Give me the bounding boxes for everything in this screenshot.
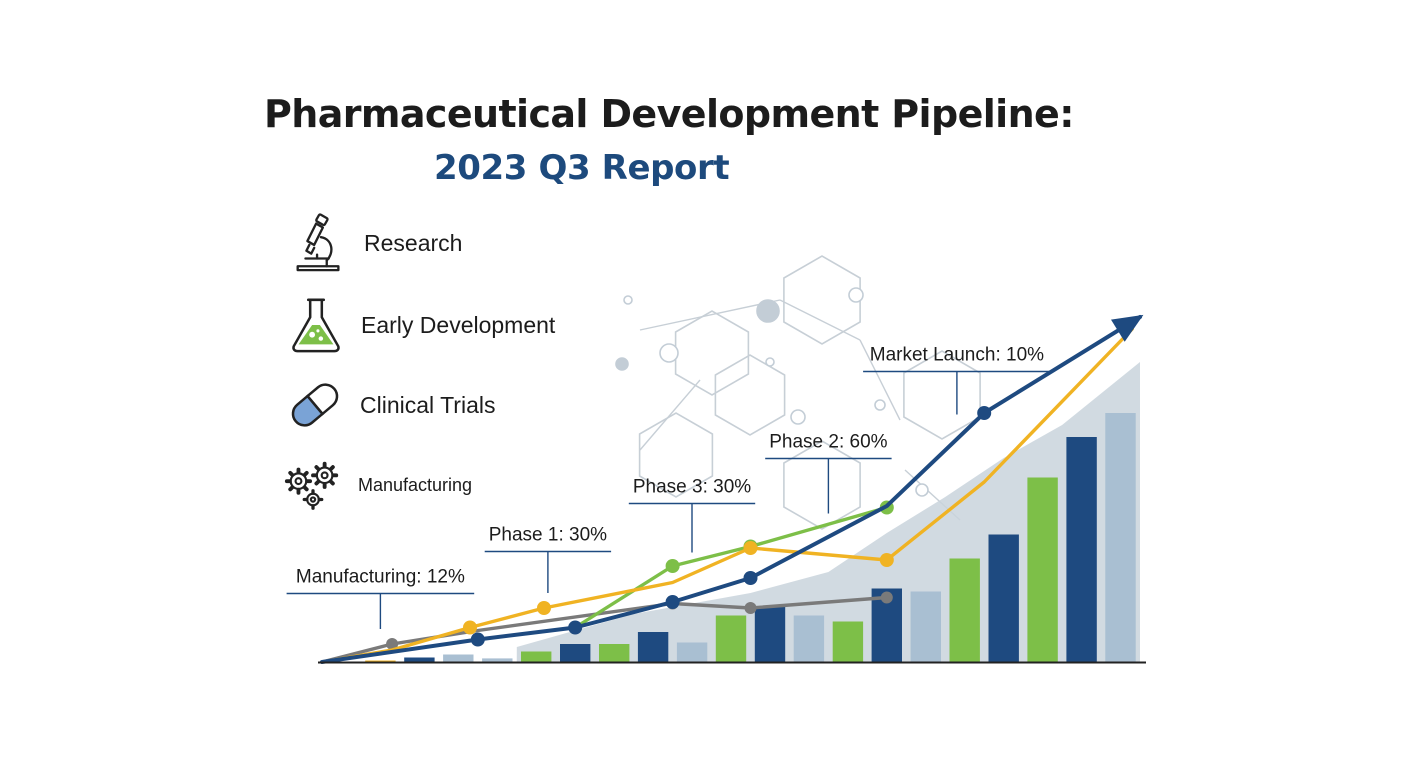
bar-18 bbox=[1027, 477, 1058, 662]
orange-marker-1 bbox=[463, 620, 477, 635]
gears-icon bbox=[284, 461, 339, 510]
bar-15 bbox=[910, 591, 941, 662]
network-bond bbox=[639, 379, 701, 451]
bar-12 bbox=[793, 615, 825, 662]
orange-series-line bbox=[320, 327, 1134, 664]
hexagon-shape bbox=[714, 354, 786, 436]
chart-subtitle: 2023 Q3 Report bbox=[434, 148, 730, 188]
gray-marker-4 bbox=[880, 591, 893, 604]
chart-title: Pharmaceutical Development Pipeline: bbox=[264, 92, 1074, 136]
bar-4 bbox=[482, 658, 513, 662]
bar-5 bbox=[521, 651, 552, 662]
legend-label: Manufacturing bbox=[358, 474, 473, 495]
gray-marker-1 bbox=[386, 638, 399, 650]
bar-3 bbox=[443, 654, 474, 662]
gray-series-line bbox=[320, 595, 889, 664]
bar-layer bbox=[365, 413, 1136, 662]
hexagon-shape bbox=[674, 310, 750, 396]
navy-marker-2 bbox=[568, 620, 583, 635]
bar-17 bbox=[988, 534, 1019, 662]
bar-13 bbox=[832, 621, 864, 662]
navy-marker-1 bbox=[470, 632, 485, 647]
flask-icon bbox=[292, 298, 340, 353]
navy-series-line bbox=[320, 315, 1142, 664]
orange-marker-4 bbox=[879, 553, 894, 567]
hexagon-shape bbox=[783, 440, 861, 530]
legend-label: Early Development bbox=[361, 311, 556, 338]
legend-item-manufacturing: Manufacturing bbox=[282, 454, 472, 516]
network-bond bbox=[639, 299, 781, 331]
legend-label: Clinical Trials bbox=[360, 391, 496, 418]
navy-marker-5 bbox=[977, 406, 992, 420]
orange-marker-3 bbox=[743, 541, 758, 555]
network-node bbox=[623, 295, 633, 305]
network-bond bbox=[779, 299, 861, 341]
green-marker-1 bbox=[665, 559, 680, 573]
hexagon-shape bbox=[783, 255, 861, 345]
annotation-label-4: Phase 2: 60% bbox=[769, 432, 887, 453]
bar-11 bbox=[754, 606, 786, 662]
navy-marker-3 bbox=[665, 595, 680, 609]
bar-9 bbox=[676, 642, 708, 662]
area-layer bbox=[516, 362, 1140, 662]
annotation-label-2: Phase 1: 30% bbox=[489, 525, 607, 546]
bar-6 bbox=[560, 644, 591, 662]
bar-20 bbox=[1105, 413, 1136, 662]
annotation-label-1: Manufacturing: 12% bbox=[296, 567, 465, 588]
network-node bbox=[848, 287, 864, 303]
capsule-icon bbox=[291, 383, 339, 427]
line-layer bbox=[320, 314, 1144, 664]
background-area bbox=[516, 362, 1140, 662]
bar-10 bbox=[715, 615, 747, 662]
bar-8 bbox=[637, 632, 669, 662]
legend-item-research: Research bbox=[288, 212, 462, 274]
bar-1 bbox=[365, 660, 396, 662]
annotation-label-3: Phase 3: 30% bbox=[633, 477, 751, 498]
gray-marker-3 bbox=[744, 602, 757, 614]
legend-item-clinical-trials: Clinical Trials bbox=[284, 374, 495, 436]
bar-2 bbox=[404, 657, 435, 662]
network-node bbox=[790, 409, 806, 425]
bar-7 bbox=[599, 644, 630, 662]
annotation-layer: Manufacturing: 12% Phase 1: 30% Phase 3: 3… bbox=[286, 345, 1051, 629]
bar-16 bbox=[949, 558, 980, 662]
network-node bbox=[765, 357, 775, 367]
network-node bbox=[659, 343, 679, 363]
orange-marker-2 bbox=[537, 601, 551, 615]
microscope-icon bbox=[296, 213, 340, 272]
legend-label: Research bbox=[364, 229, 463, 256]
hexagon-shape bbox=[638, 412, 714, 498]
network-node bbox=[874, 399, 886, 411]
network-node bbox=[915, 483, 929, 497]
navy-arrowhead bbox=[1111, 314, 1144, 342]
navy-marker-4 bbox=[743, 571, 758, 585]
network-bond bbox=[859, 339, 901, 421]
bar-19 bbox=[1066, 437, 1097, 662]
legend-item-early-development: Early Development bbox=[285, 294, 555, 356]
network-node bbox=[756, 299, 780, 323]
green-series-line bbox=[573, 505, 889, 630]
network-node bbox=[615, 357, 629, 371]
annotation-label-5: Market Launch: 10% bbox=[870, 345, 1044, 366]
